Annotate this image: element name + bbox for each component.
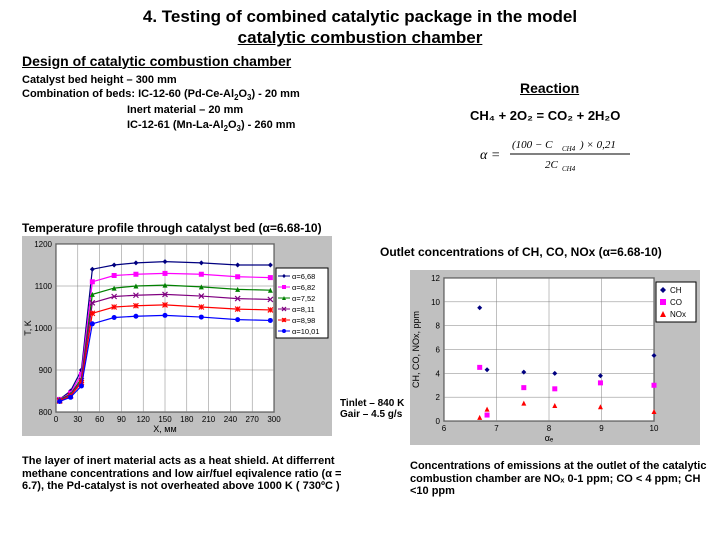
svg-text:NOx: NOx <box>670 310 686 319</box>
svg-text:X, мм: X, мм <box>153 424 176 434</box>
svg-text:0: 0 <box>54 415 59 424</box>
svg-text:α=6,82: α=6,82 <box>292 283 315 292</box>
reaction-equation: CH₄ + 2O₂ = CO₂ + 2H₂O <box>470 108 620 123</box>
svg-text:α=10,01: α=10,01 <box>292 327 319 336</box>
outlet-concentration-chart: 6 7 8 9 10 0 2 4 6 8 10 12 CH, CO, NOx, ppm αₑ CH CO NOx <box>410 270 700 445</box>
svg-text:T, K: T, K <box>23 320 33 336</box>
svg-text:7: 7 <box>494 424 499 433</box>
chart1-caption: The layer of inert material acts as a he… <box>22 455 362 493</box>
design-text: Catalyst bed height – 300 mm Combination… <box>0 71 720 135</box>
svg-text:6: 6 <box>442 424 447 433</box>
svg-text:1000: 1000 <box>34 324 52 333</box>
svg-text:120: 120 <box>137 415 151 424</box>
svg-text:α=6,68: α=6,68 <box>292 272 315 281</box>
svg-text:1100: 1100 <box>35 282 53 291</box>
svg-text:α=8,98: α=8,98 <box>292 316 315 325</box>
svg-text:CH4: CH4 <box>562 165 576 173</box>
chart1-title: Temperature profile through catalyst bed… <box>0 215 322 237</box>
chart2-title: Outlet concentrations of CH, CO, NOx (α=… <box>380 245 662 259</box>
svg-text:8: 8 <box>436 322 441 331</box>
svg-text:α=7,52: α=7,52 <box>292 294 315 303</box>
svg-text:1200: 1200 <box>34 240 52 249</box>
svg-text:900: 900 <box>39 366 53 375</box>
svg-text:300: 300 <box>267 415 281 424</box>
svg-text:) × 0,21: ) × 0,21 <box>579 139 616 151</box>
svg-text:210: 210 <box>202 415 216 424</box>
svg-text:CH: CH <box>670 286 682 295</box>
svg-text:10: 10 <box>650 424 659 433</box>
alpha-equation: α = (100 − C CH4 ) × 0,21 2C CH4 <box>480 135 680 179</box>
svg-text:α=8,11: α=8,11 <box>292 305 315 314</box>
svg-text:0: 0 <box>436 417 441 426</box>
svg-text:2C: 2C <box>545 159 559 171</box>
svg-text:180: 180 <box>180 415 194 424</box>
svg-text:150: 150 <box>158 415 172 424</box>
svg-text:8: 8 <box>547 424 552 433</box>
svg-text:4: 4 <box>436 369 441 378</box>
svg-text:240: 240 <box>224 415 238 424</box>
reaction-heading: Reaction <box>520 80 579 96</box>
chart2-caption: Concentrations of emissions at the outle… <box>410 460 710 498</box>
inlet-conditions: Tinlet – 840 K Gair – 4.5 g/s <box>340 398 404 420</box>
svg-text:12: 12 <box>431 274 440 283</box>
svg-text:(100 − C: (100 − C <box>512 139 553 151</box>
svg-text:6: 6 <box>436 346 441 355</box>
svg-text:CH, CO, NOx, ppm: CH, CO, NOx, ppm <box>411 311 421 388</box>
svg-text:2: 2 <box>436 393 441 402</box>
svg-text:10: 10 <box>431 298 440 307</box>
svg-text:CO: CO <box>670 298 682 307</box>
svg-text:270: 270 <box>246 415 260 424</box>
page-title: 4. Testing of combined catalytic package… <box>0 0 720 49</box>
svg-text:30: 30 <box>73 415 82 424</box>
svg-text:αₑ: αₑ <box>545 433 554 443</box>
svg-text:α =: α = <box>480 148 500 163</box>
svg-text:90: 90 <box>117 415 126 424</box>
svg-text:9: 9 <box>599 424 604 433</box>
svg-text:CH4: CH4 <box>562 145 576 153</box>
svg-text:800: 800 <box>39 408 53 417</box>
svg-text:60: 60 <box>95 415 104 424</box>
design-subtitle: Design of catalytic combustion chamber <box>0 49 720 71</box>
temperature-profile-chart: 0 30 60 90 120 150 180 210 240 270 300 800 900 1000 11… <box>22 236 332 436</box>
